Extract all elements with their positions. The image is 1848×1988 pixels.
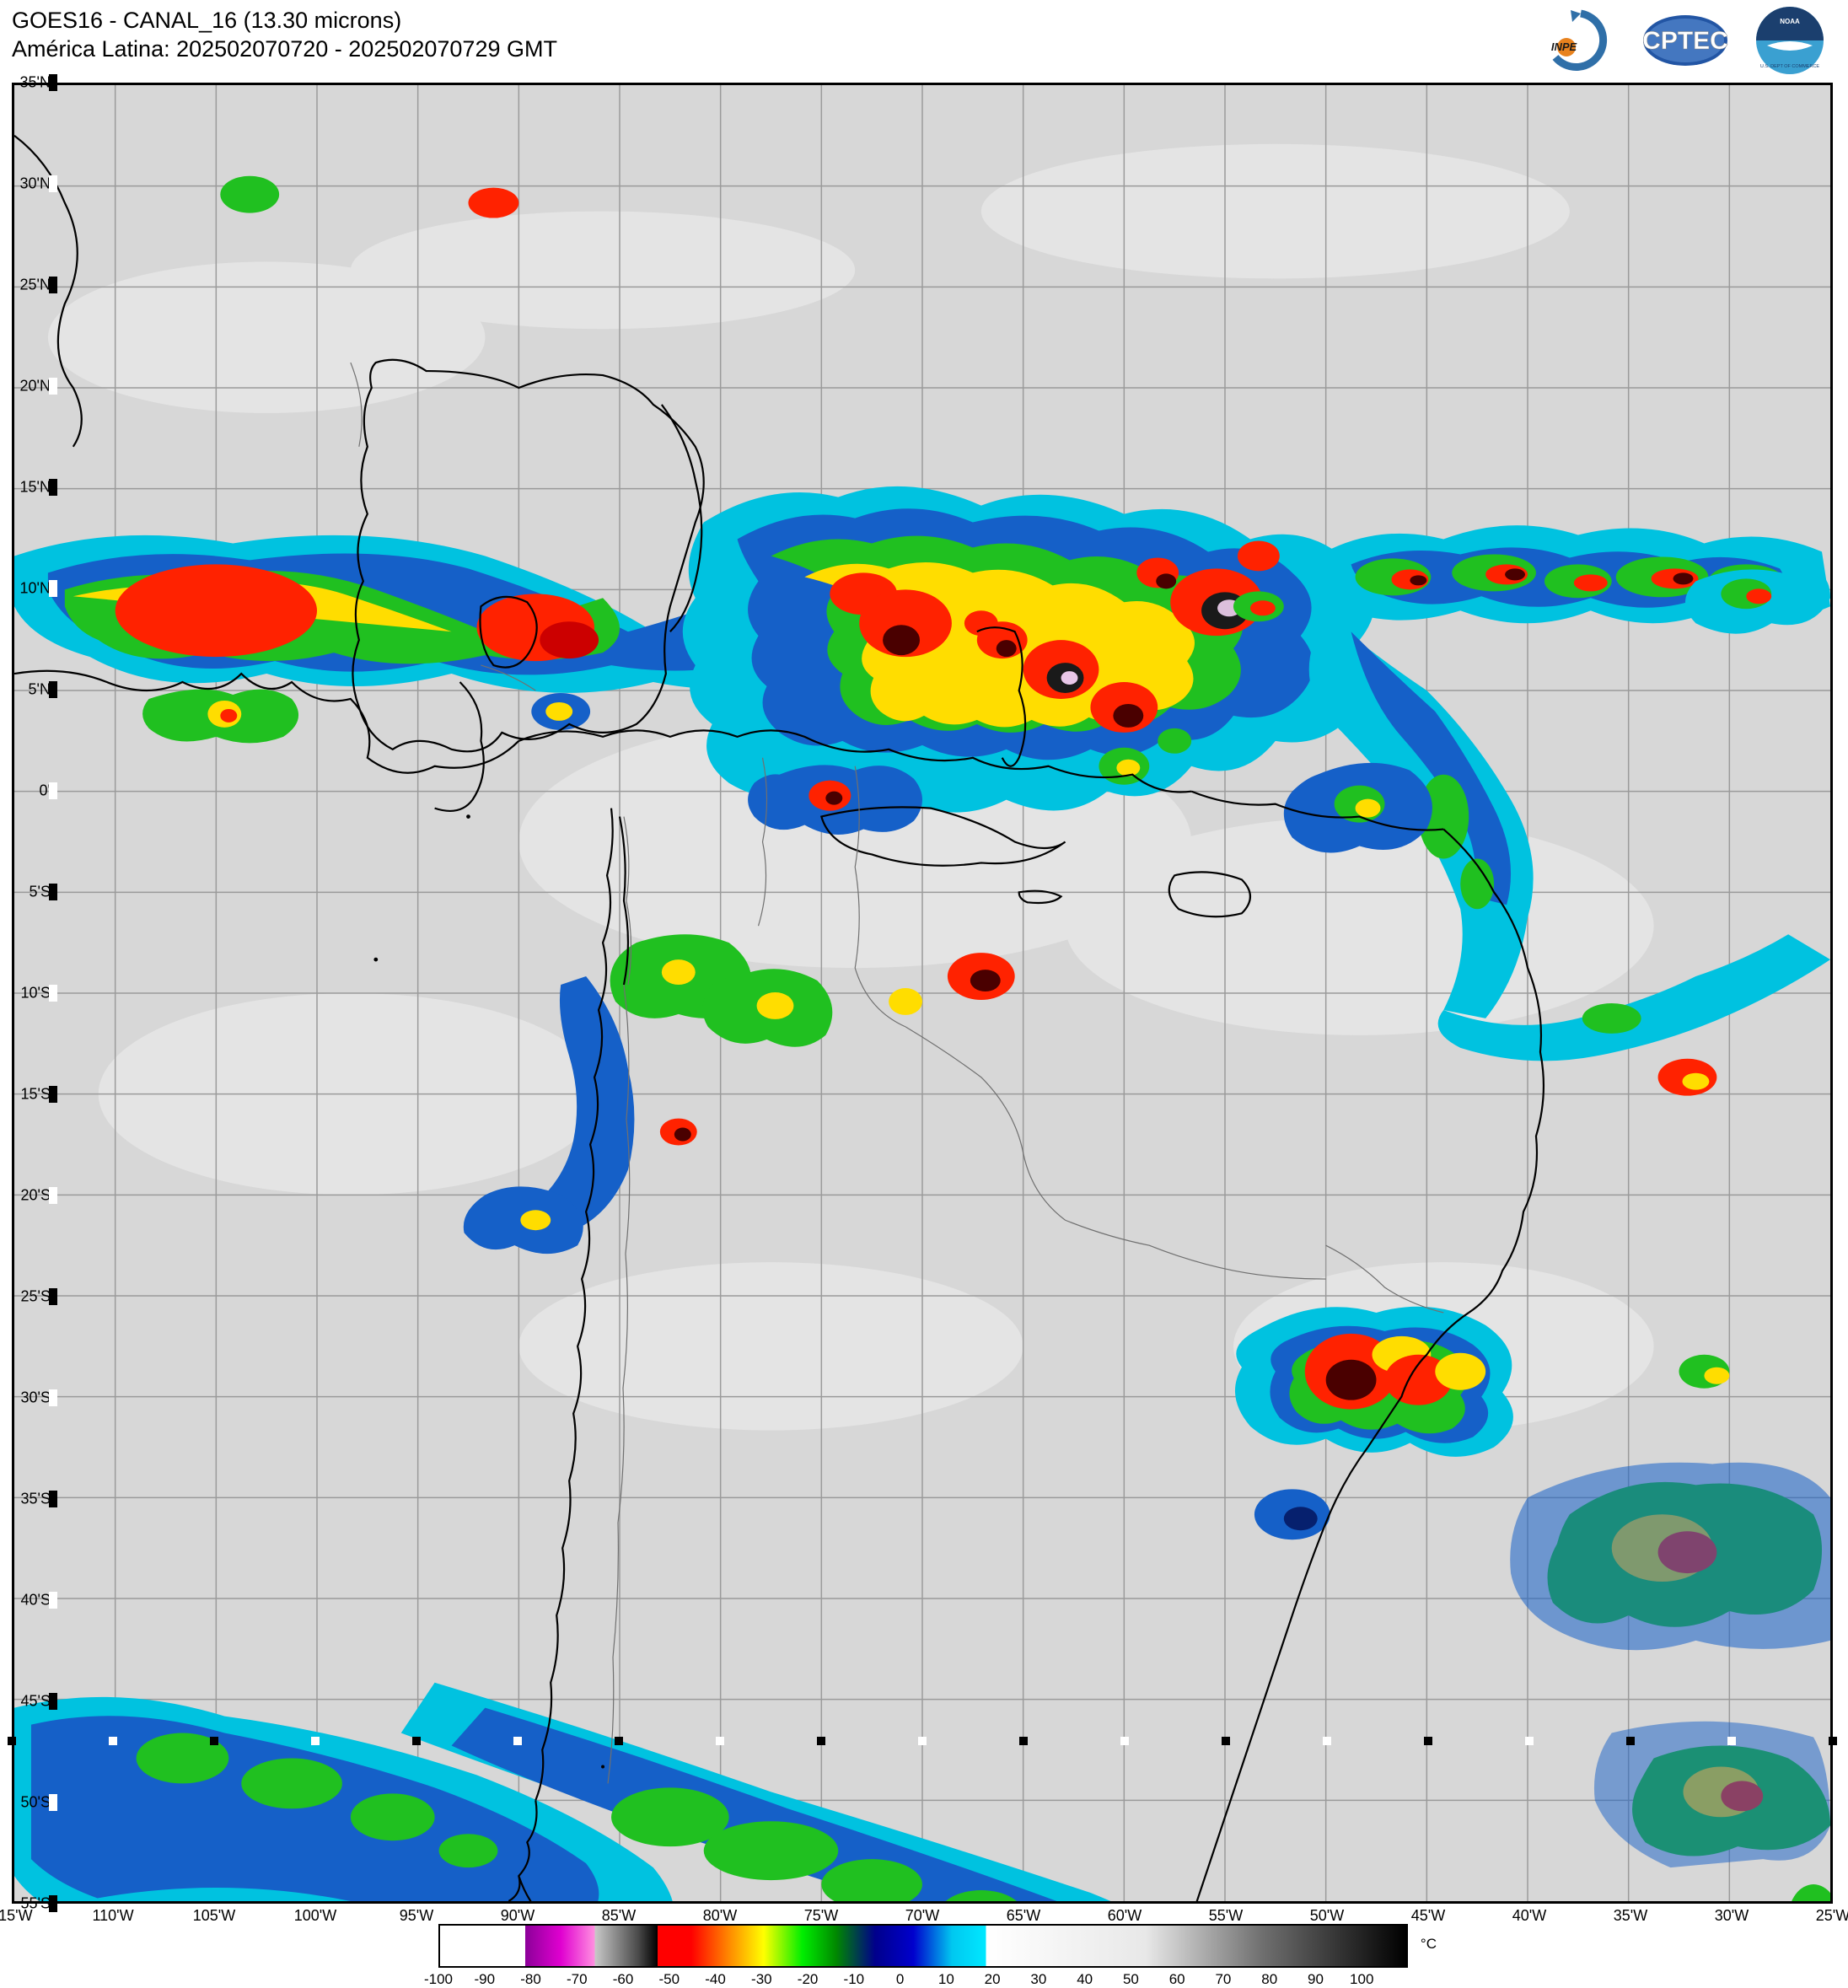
colorbar-tick-40: 40: [1077, 1971, 1093, 1988]
colorbar-tick--80: -80: [520, 1971, 541, 1988]
colorbar-tick--20: -20: [798, 1971, 819, 1988]
lon-tick-label-90W: 90'W: [501, 1907, 535, 1925]
lon-tick-mark: [817, 1737, 825, 1745]
lon-tick-label-100W: 100'W: [294, 1907, 336, 1925]
lon-tick-label-50W: 50'W: [1310, 1907, 1344, 1925]
lon-tick-label-45W: 45'W: [1411, 1907, 1445, 1925]
lon-tick-label-60W: 60'W: [1108, 1907, 1142, 1925]
lon-tick-mark: [210, 1737, 218, 1745]
colorbar-tick-30: 30: [1030, 1971, 1046, 1988]
colorbar-tick-70: 70: [1215, 1971, 1231, 1988]
lon-tick-label-40W: 40'W: [1512, 1907, 1546, 1925]
lon-tick-mark: [1727, 1737, 1736, 1745]
lon-tick-mark: [513, 1737, 522, 1745]
lon-tick-mark: [716, 1737, 724, 1745]
lon-tick-label-75W: 75'W: [804, 1907, 838, 1925]
lon-tick-mark: [8, 1737, 16, 1745]
colorbar-tick--10: -10: [844, 1971, 865, 1988]
colorbar-tick-10: 10: [938, 1971, 954, 1988]
lon-tick-label-115W: 115'W: [0, 1907, 33, 1925]
colorbar-block[interactable]: °C -100 -90 -80 -70 -60 -50 -40 -30 -20 -10 0 10 20 3…: [438, 1924, 1408, 1968]
lon-tick-label-35W: 35'W: [1614, 1907, 1647, 1925]
colorbar-unit-label: °C: [1421, 1936, 1437, 1953]
lon-tick-label-80W: 80'W: [703, 1907, 737, 1925]
colorbar-tick--40: -40: [705, 1971, 726, 1988]
lon-tick-mark: [615, 1737, 623, 1745]
lon-tick-label-25W: 25'W: [1816, 1907, 1848, 1925]
colorbar-tick-60: 60: [1169, 1971, 1185, 1988]
lon-tick-mark: [918, 1737, 927, 1745]
colorbar-tick--30: -30: [751, 1971, 772, 1988]
lon-tick-mark: [311, 1737, 320, 1745]
colorbar-tick-100: 100: [1350, 1971, 1373, 1988]
lon-tick-label-65W: 65'W: [1007, 1907, 1040, 1925]
lon-label-container: 115'W110'W105'W100'W95'W90'W85'W80'W75'W…: [12, 0, 1833, 1963]
colorbar-tick-80: 80: [1261, 1971, 1277, 1988]
lon-tick-mark: [1626, 1737, 1635, 1745]
colorbar-tick-0: 0: [896, 1971, 904, 1988]
colorbar-tick-50: 50: [1123, 1971, 1139, 1988]
lon-tick-mark: [1120, 1737, 1129, 1745]
colorbar-tick-90: 90: [1308, 1971, 1324, 1988]
colorbar-gradient: [438, 1924, 1408, 1968]
lon-tick-label-55W: 55'W: [1209, 1907, 1243, 1925]
lon-tick-mark: [1019, 1737, 1028, 1745]
lon-tick-mark: [412, 1737, 421, 1745]
colorbar-tick--50: -50: [659, 1971, 680, 1988]
colorbar-tick--90: -90: [474, 1971, 495, 1988]
colorbar-tick--60: -60: [613, 1971, 634, 1988]
lon-tick-label-95W: 95'W: [400, 1907, 433, 1925]
lon-tick-mark: [1424, 1737, 1432, 1745]
lon-tick-mark: [1222, 1737, 1230, 1745]
lon-tick-mark: [1323, 1737, 1331, 1745]
lon-tick-label-30W: 30'W: [1715, 1907, 1749, 1925]
colorbar-tick--100: -100: [424, 1971, 453, 1988]
lon-tick-label-110W: 110'W: [92, 1907, 133, 1925]
colorbar-tick-20: 20: [985, 1971, 1001, 1988]
lon-tick-mark: [109, 1737, 117, 1745]
lon-tick-label-70W: 70'W: [905, 1907, 939, 1925]
lon-tick-mark: [1829, 1737, 1837, 1745]
lon-tick-label-105W: 105'W: [193, 1907, 235, 1925]
colorbar-tick--70: -70: [567, 1971, 588, 1988]
lon-tick-mark: [1525, 1737, 1534, 1745]
lon-tick-label-85W: 85'W: [602, 1907, 636, 1925]
